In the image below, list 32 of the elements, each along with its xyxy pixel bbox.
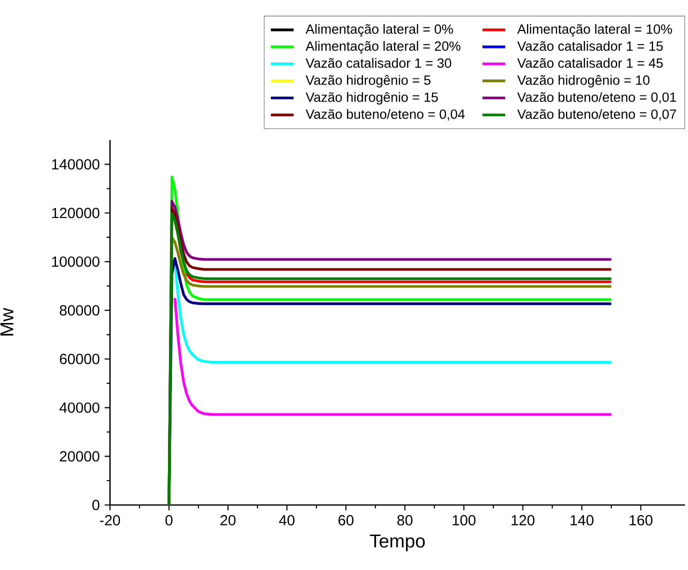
legend-label: Vazão hidrogênio = 15 bbox=[306, 92, 438, 105]
x-tick-label: 60 bbox=[338, 515, 354, 526]
legend-label: Vazão catalisador 1 = 30 bbox=[306, 58, 452, 68]
x-tick-label: 80 bbox=[397, 515, 412, 526]
legend-label: Vazão buteno/eteno = 0,07 bbox=[517, 109, 676, 120]
legend-label: Alimentação lateral = 0% bbox=[306, 24, 453, 37]
x-tick-label: 100 bbox=[452, 515, 476, 526]
y-tick-label: 60000 bbox=[60, 354, 100, 364]
x-tick-label: 160 bbox=[630, 515, 652, 526]
x-tick-label: 140 bbox=[570, 515, 594, 526]
y-tick-label: 100000 bbox=[52, 256, 100, 267]
legend-label: Vazão hidrogênio = 5 bbox=[306, 75, 430, 88]
y-tick-label: 0 bbox=[92, 500, 100, 510]
legend-label: Alimentação lateral = 20% bbox=[306, 41, 460, 54]
y-tick-label: 80000 bbox=[60, 305, 100, 316]
x-axis-title: Tempo bbox=[370, 534, 425, 552]
x-tick-label: 0 bbox=[165, 515, 172, 526]
y-tick-label: 20000 bbox=[60, 451, 100, 462]
legend-label: Vazão catalisador 1 = 45 bbox=[517, 58, 663, 68]
y-axis-title: Mw bbox=[0, 308, 14, 336]
y-tick-label: 120000 bbox=[52, 208, 100, 218]
legend-label: Vazão catalisador 1 = 15 bbox=[517, 41, 663, 51]
x-tick-label: -20 bbox=[100, 515, 120, 526]
x-tick-label: 120 bbox=[512, 515, 534, 526]
x-tick-label: 20 bbox=[220, 515, 236, 526]
x-tick-label: 40 bbox=[279, 515, 294, 526]
legend-label: Alimentação lateral = 10% bbox=[517, 24, 672, 37]
legend-label: Vazão buteno/eteno = 0,01 bbox=[517, 92, 676, 104]
y-tick-label: 140000 bbox=[52, 159, 100, 170]
legend-label: Vazão hidrogênio = 10 bbox=[517, 75, 650, 88]
y-tick-label: 40000 bbox=[60, 402, 100, 413]
legend-label: Vazão buteno/eteno = 0,04 bbox=[306, 109, 465, 120]
